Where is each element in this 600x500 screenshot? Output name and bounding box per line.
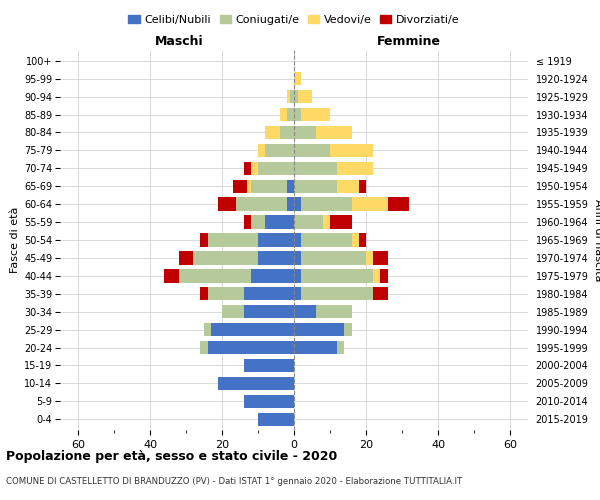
Bar (294, 234, 301, 246)
Bar (298, 90, 312, 104)
Bar (164, 269, 179, 282)
Text: Femmine: Femmine (377, 35, 441, 48)
Bar (294, 323, 344, 336)
Bar (258, 144, 265, 157)
Bar (294, 251, 301, 264)
Bar (388, 198, 409, 211)
Bar (294, 108, 301, 121)
Bar (373, 287, 388, 300)
Bar (330, 216, 352, 229)
Bar (323, 216, 330, 229)
Bar (359, 234, 366, 246)
Bar (380, 269, 388, 282)
Bar (294, 144, 330, 157)
Legend: Celibi/Nubili, Coniugati/e, Vedovi/e, Divorziati/e: Celibi/Nubili, Coniugati/e, Vedovi/e, Di… (124, 10, 464, 29)
Bar (222, 305, 244, 318)
Text: Popolazione per età, sesso e stato civile - 2020: Popolazione per età, sesso e stato civil… (6, 450, 337, 463)
Bar (366, 251, 373, 264)
Bar (251, 162, 258, 175)
Bar (352, 198, 388, 211)
Bar (294, 341, 337, 354)
Text: Maschi: Maschi (154, 35, 203, 48)
Bar (233, 180, 247, 193)
Bar (337, 341, 344, 354)
Bar (301, 198, 352, 211)
Bar (301, 287, 373, 300)
Bar (244, 287, 294, 300)
Bar (247, 180, 251, 193)
Bar (294, 216, 323, 229)
Bar (244, 305, 294, 318)
Bar (294, 162, 337, 175)
Bar (218, 376, 294, 390)
Bar (352, 234, 359, 246)
Bar (179, 269, 251, 282)
Bar (208, 287, 244, 300)
Bar (294, 269, 301, 282)
Bar (265, 144, 294, 157)
Bar (294, 198, 301, 211)
Bar (200, 341, 208, 354)
Bar (373, 269, 380, 282)
Text: COMUNE DI CASTELLETTO DI BRANDUZZO (PV) - Dati ISTAT 1° gennaio 2020 - Elaborazi: COMUNE DI CASTELLETTO DI BRANDUZZO (PV) … (6, 478, 462, 486)
Bar (244, 216, 251, 229)
Bar (211, 323, 294, 336)
Bar (236, 198, 287, 211)
Bar (337, 162, 373, 175)
Bar (251, 180, 287, 193)
Bar (193, 251, 258, 264)
Bar (294, 305, 316, 318)
Bar (294, 72, 301, 86)
Bar (290, 90, 294, 104)
Bar (330, 144, 373, 157)
Bar (244, 162, 251, 175)
Bar (373, 251, 388, 264)
Bar (287, 198, 294, 211)
Bar (359, 180, 366, 193)
Bar (208, 234, 258, 246)
Bar (301, 234, 352, 246)
Bar (258, 234, 294, 246)
Bar (258, 251, 294, 264)
Bar (251, 216, 265, 229)
Bar (294, 90, 298, 104)
Bar (280, 126, 294, 139)
Bar (294, 287, 301, 300)
Y-axis label: Fasce di età: Fasce di età (10, 207, 20, 273)
Bar (251, 269, 294, 282)
Bar (204, 323, 211, 336)
Bar (344, 323, 352, 336)
Bar (265, 126, 280, 139)
Bar (244, 394, 294, 408)
Bar (258, 412, 294, 426)
Bar (179, 251, 193, 264)
Bar (280, 108, 287, 121)
Bar (301, 251, 366, 264)
Y-axis label: Anni di nascita: Anni di nascita (593, 198, 600, 281)
Bar (316, 305, 352, 318)
Bar (258, 162, 294, 175)
Bar (287, 108, 294, 121)
Bar (301, 108, 330, 121)
Bar (287, 90, 290, 104)
Bar (200, 234, 208, 246)
Bar (244, 359, 294, 372)
Bar (265, 216, 294, 229)
Bar (200, 287, 208, 300)
Bar (218, 198, 236, 211)
Bar (208, 341, 294, 354)
Bar (294, 180, 337, 193)
Bar (287, 180, 294, 193)
Bar (294, 126, 316, 139)
Bar (301, 269, 373, 282)
Bar (316, 126, 352, 139)
Bar (337, 180, 359, 193)
